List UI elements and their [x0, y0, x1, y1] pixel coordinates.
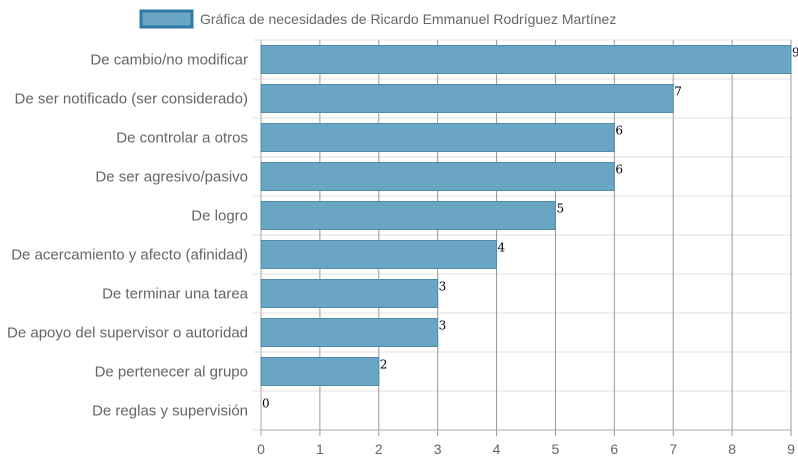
- x-tick-label: 6: [610, 441, 618, 457]
- data-label: 0: [262, 397, 270, 411]
- x-tick-label: 8: [728, 441, 736, 457]
- category-label: De apoyo del supervisor o autoridad: [7, 325, 248, 342]
- bar[interactable]: [260, 123, 615, 152]
- bar[interactable]: [260, 201, 556, 230]
- x-tick-label: 7: [669, 441, 677, 457]
- x-tick-label: 5: [552, 441, 560, 457]
- legend-label: Gráfica de necesidades de Ricardo Emmanu…: [200, 11, 616, 27]
- x-tick-label: 3: [434, 441, 442, 457]
- x-tick-label: 0: [257, 441, 265, 457]
- category-label: De ser notificado (ser considerado): [15, 91, 248, 108]
- data-label: 3: [439, 280, 447, 294]
- category-label: De cambio/no modificar: [90, 52, 248, 69]
- category-labels: De cambio/no modificar De ser notificado …: [7, 52, 249, 420]
- data-label: 5: [556, 202, 564, 216]
- legend[interactable]: Gráfica de necesidades de Ricardo Emmanu…: [139, 9, 616, 29]
- x-tick-label: 4: [493, 441, 501, 457]
- bar[interactable]: [260, 84, 674, 113]
- data-label: 9: [792, 46, 798, 60]
- category-label: De logro: [191, 208, 248, 225]
- bar[interactable]: [260, 240, 498, 269]
- data-label: 6: [615, 163, 623, 177]
- category-label: De controlar a otros: [116, 130, 248, 147]
- data-label: 3: [439, 319, 447, 333]
- data-label: 4: [498, 241, 506, 255]
- data-labels: 9 7 6 6 5 4 3 3 2 0: [262, 46, 798, 411]
- bar[interactable]: [260, 279, 439, 308]
- category-label: De reglas y supervisión: [92, 403, 248, 420]
- bar[interactable]: [260, 318, 439, 347]
- x-tick-label: 9: [787, 441, 795, 457]
- legend-swatch: [139, 9, 194, 29]
- category-label: De pertenecer al grupo: [95, 364, 248, 381]
- data-label: 2: [380, 358, 388, 372]
- x-axis-ticks: 0 1 2 3 4 5 6 7 8 9: [257, 441, 795, 457]
- x-tick-label: 2: [375, 441, 383, 457]
- category-label: De acercamiento y afecto (afinidad): [11, 247, 248, 264]
- x-tick-label: 1: [316, 441, 324, 457]
- bars: [260, 45, 792, 386]
- data-label: 6: [615, 124, 623, 138]
- bar[interactable]: [260, 357, 380, 386]
- category-label: De terminar una tarea: [102, 286, 249, 303]
- bar[interactable]: [260, 45, 792, 74]
- data-label: 7: [674, 85, 682, 99]
- bar[interactable]: [260, 162, 615, 191]
- category-label: De ser agresivo/pasivo: [95, 169, 248, 186]
